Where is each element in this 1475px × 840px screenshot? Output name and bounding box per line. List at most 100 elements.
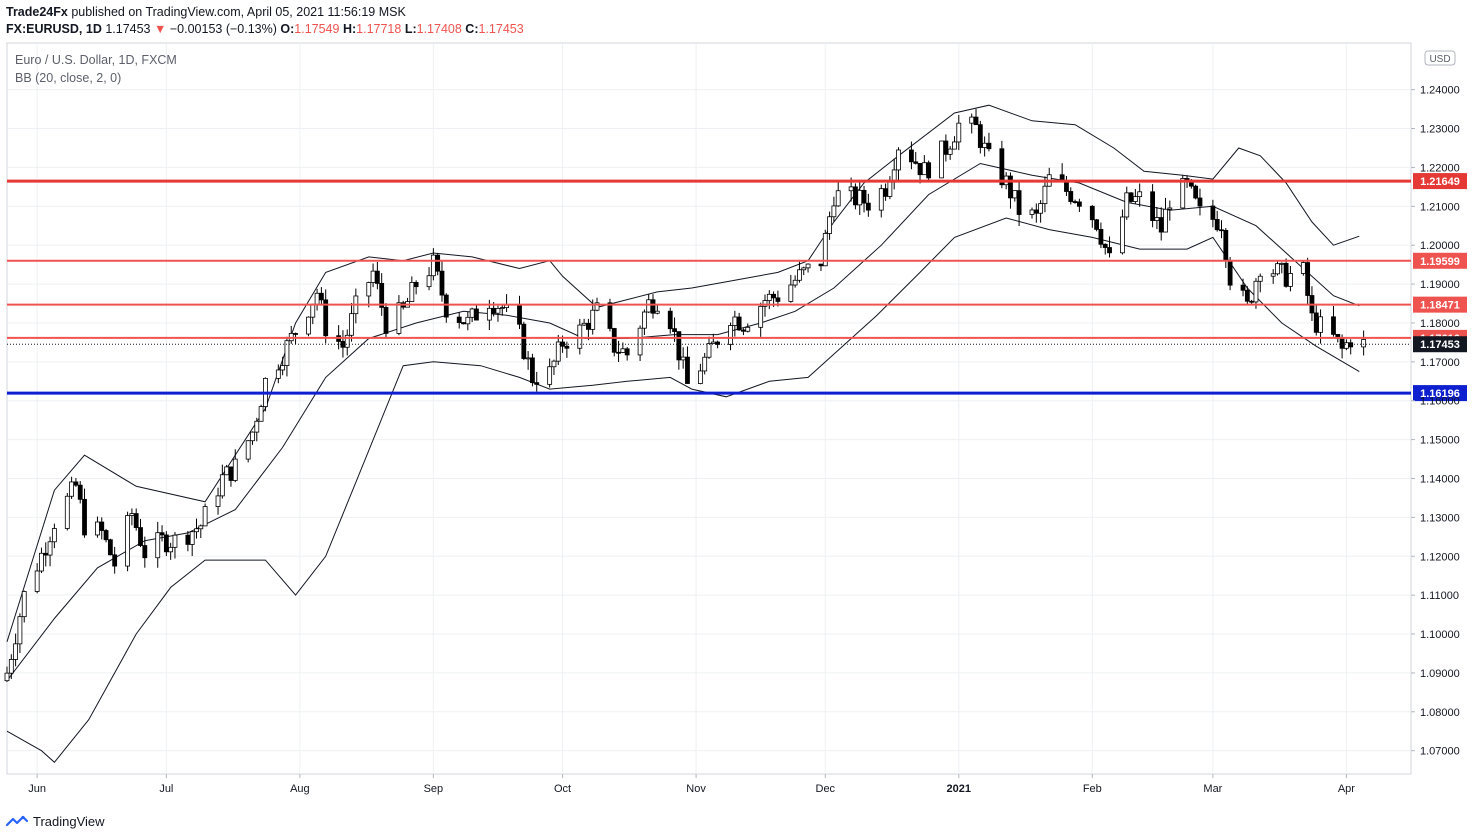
bb-upper-line [6, 104, 1360, 642]
candle-body [499, 307, 505, 309]
candle-body [1042, 185, 1048, 204]
candle-body [581, 322, 587, 326]
candle-body [741, 329, 746, 332]
candle-body [103, 530, 109, 541]
candle-body [21, 591, 27, 618]
y-tick-label: 1.20000 [1420, 240, 1460, 252]
x-tick-label: Nov [686, 783, 706, 795]
candle-body [396, 302, 402, 334]
candle-body [4, 672, 10, 682]
candle-body [456, 316, 462, 323]
candle-body [917, 162, 923, 176]
candle-body [306, 316, 311, 335]
candles [4, 108, 1367, 683]
candle-body [1253, 280, 1259, 303]
level-price-tag [1413, 296, 1467, 313]
candle-body [159, 532, 165, 536]
candle-body [641, 311, 647, 329]
brand-footer[interactable]: TradingView [6, 814, 105, 829]
y-tick-label: 1.14000 [1420, 473, 1460, 485]
y-tick-label: 1.24000 [1420, 85, 1460, 97]
candle-body [64, 495, 70, 529]
y-tick-label: 1.09000 [1420, 668, 1460, 680]
candle-body [310, 303, 316, 318]
candle-body [1197, 197, 1203, 207]
candle-body [697, 370, 703, 384]
candle-body [163, 534, 169, 553]
candle-body [430, 254, 436, 277]
candle-body [1137, 191, 1143, 198]
brand-name: TradingView [33, 814, 105, 829]
candle-body [43, 552, 49, 556]
candle-body [318, 292, 324, 301]
candle-body [926, 162, 932, 179]
candle-body [112, 554, 118, 567]
candle-body [1331, 316, 1336, 335]
currency-badge[interactable] [1424, 50, 1456, 66]
candle-body [1072, 201, 1078, 203]
candle-body [340, 341, 346, 348]
candle-body [706, 343, 712, 358]
candle-body [379, 283, 385, 308]
x-tick-label: Dec [816, 783, 836, 795]
candle-body [896, 149, 901, 171]
x-tick-label: Apr [1338, 783, 1355, 795]
candle-body [986, 142, 992, 150]
candle-body [8, 659, 14, 674]
candle-body [1128, 192, 1134, 202]
legend-indicator[interactable]: BB (20, close, 2, 0) [15, 71, 121, 85]
candle-body [594, 302, 600, 311]
change-down-icon: ▼ [154, 22, 167, 36]
candle-body [47, 541, 53, 556]
candle-body [293, 333, 298, 335]
bb-middle-line [6, 162, 1360, 682]
last-price-label: 1.17453 [1420, 339, 1460, 351]
candle-body [82, 498, 87, 536]
candle-body [1098, 229, 1104, 245]
currency-label: USD [1429, 54, 1450, 65]
candle-body [275, 369, 281, 379]
candle-body [805, 263, 811, 269]
high-label: H: [342, 22, 357, 36]
candle-body [611, 328, 617, 353]
y-tick-label: 1.12000 [1420, 551, 1460, 563]
candle-body [771, 293, 777, 299]
candle-body [835, 190, 841, 207]
candle-body [766, 293, 772, 301]
ohlc-header: FX:EURUSD, 1D 1.17453 ▼ −0.00153 (−0.13%… [6, 22, 524, 36]
candle-body [590, 309, 596, 330]
candle-body [555, 341, 561, 362]
candle-body [129, 513, 135, 516]
candle-body [349, 313, 354, 336]
candle-body [1275, 263, 1280, 275]
level-price-tag [1413, 385, 1467, 402]
candle-body [921, 162, 927, 176]
low-label: L: [404, 22, 417, 36]
publish-info: Trade24Fx published on TradingView.com, … [6, 5, 406, 19]
candle-body [939, 140, 944, 179]
candle-body [491, 307, 497, 314]
time-axis[interactable]: Jun Jul Aug Sep Oct Nov Dec 2021 Feb Mar Apr [28, 774, 1355, 795]
candle-body [1270, 273, 1276, 277]
candle-body [495, 308, 501, 314]
candle-body [1210, 205, 1216, 220]
candle-body [1249, 300, 1255, 303]
y-tick-label: 1.15000 [1420, 435, 1460, 447]
y-tick-label: 1.10000 [1420, 629, 1460, 641]
candle-body [1016, 190, 1022, 215]
candle-body [1223, 230, 1229, 262]
candle-body [909, 149, 914, 163]
candle-body [1279, 262, 1285, 265]
publisher-name[interactable]: Trade24Fx [6, 5, 68, 19]
candle-body [413, 282, 419, 288]
candle-body [654, 310, 660, 314]
y-tick-label: 1.07000 [1420, 746, 1460, 758]
candle-body [1257, 275, 1263, 282]
candle-body [95, 521, 100, 536]
price-axis[interactable]: 1.07000 1.08000 1.09000 1.10000 1.11000 1.120… [1411, 85, 1460, 758]
candle-body [1068, 191, 1074, 202]
candle-body [314, 292, 320, 305]
horizontal-levels[interactable]: 1.216491.195991.184711.176161.161961.174… [7, 173, 1467, 402]
candle-body [474, 308, 479, 321]
